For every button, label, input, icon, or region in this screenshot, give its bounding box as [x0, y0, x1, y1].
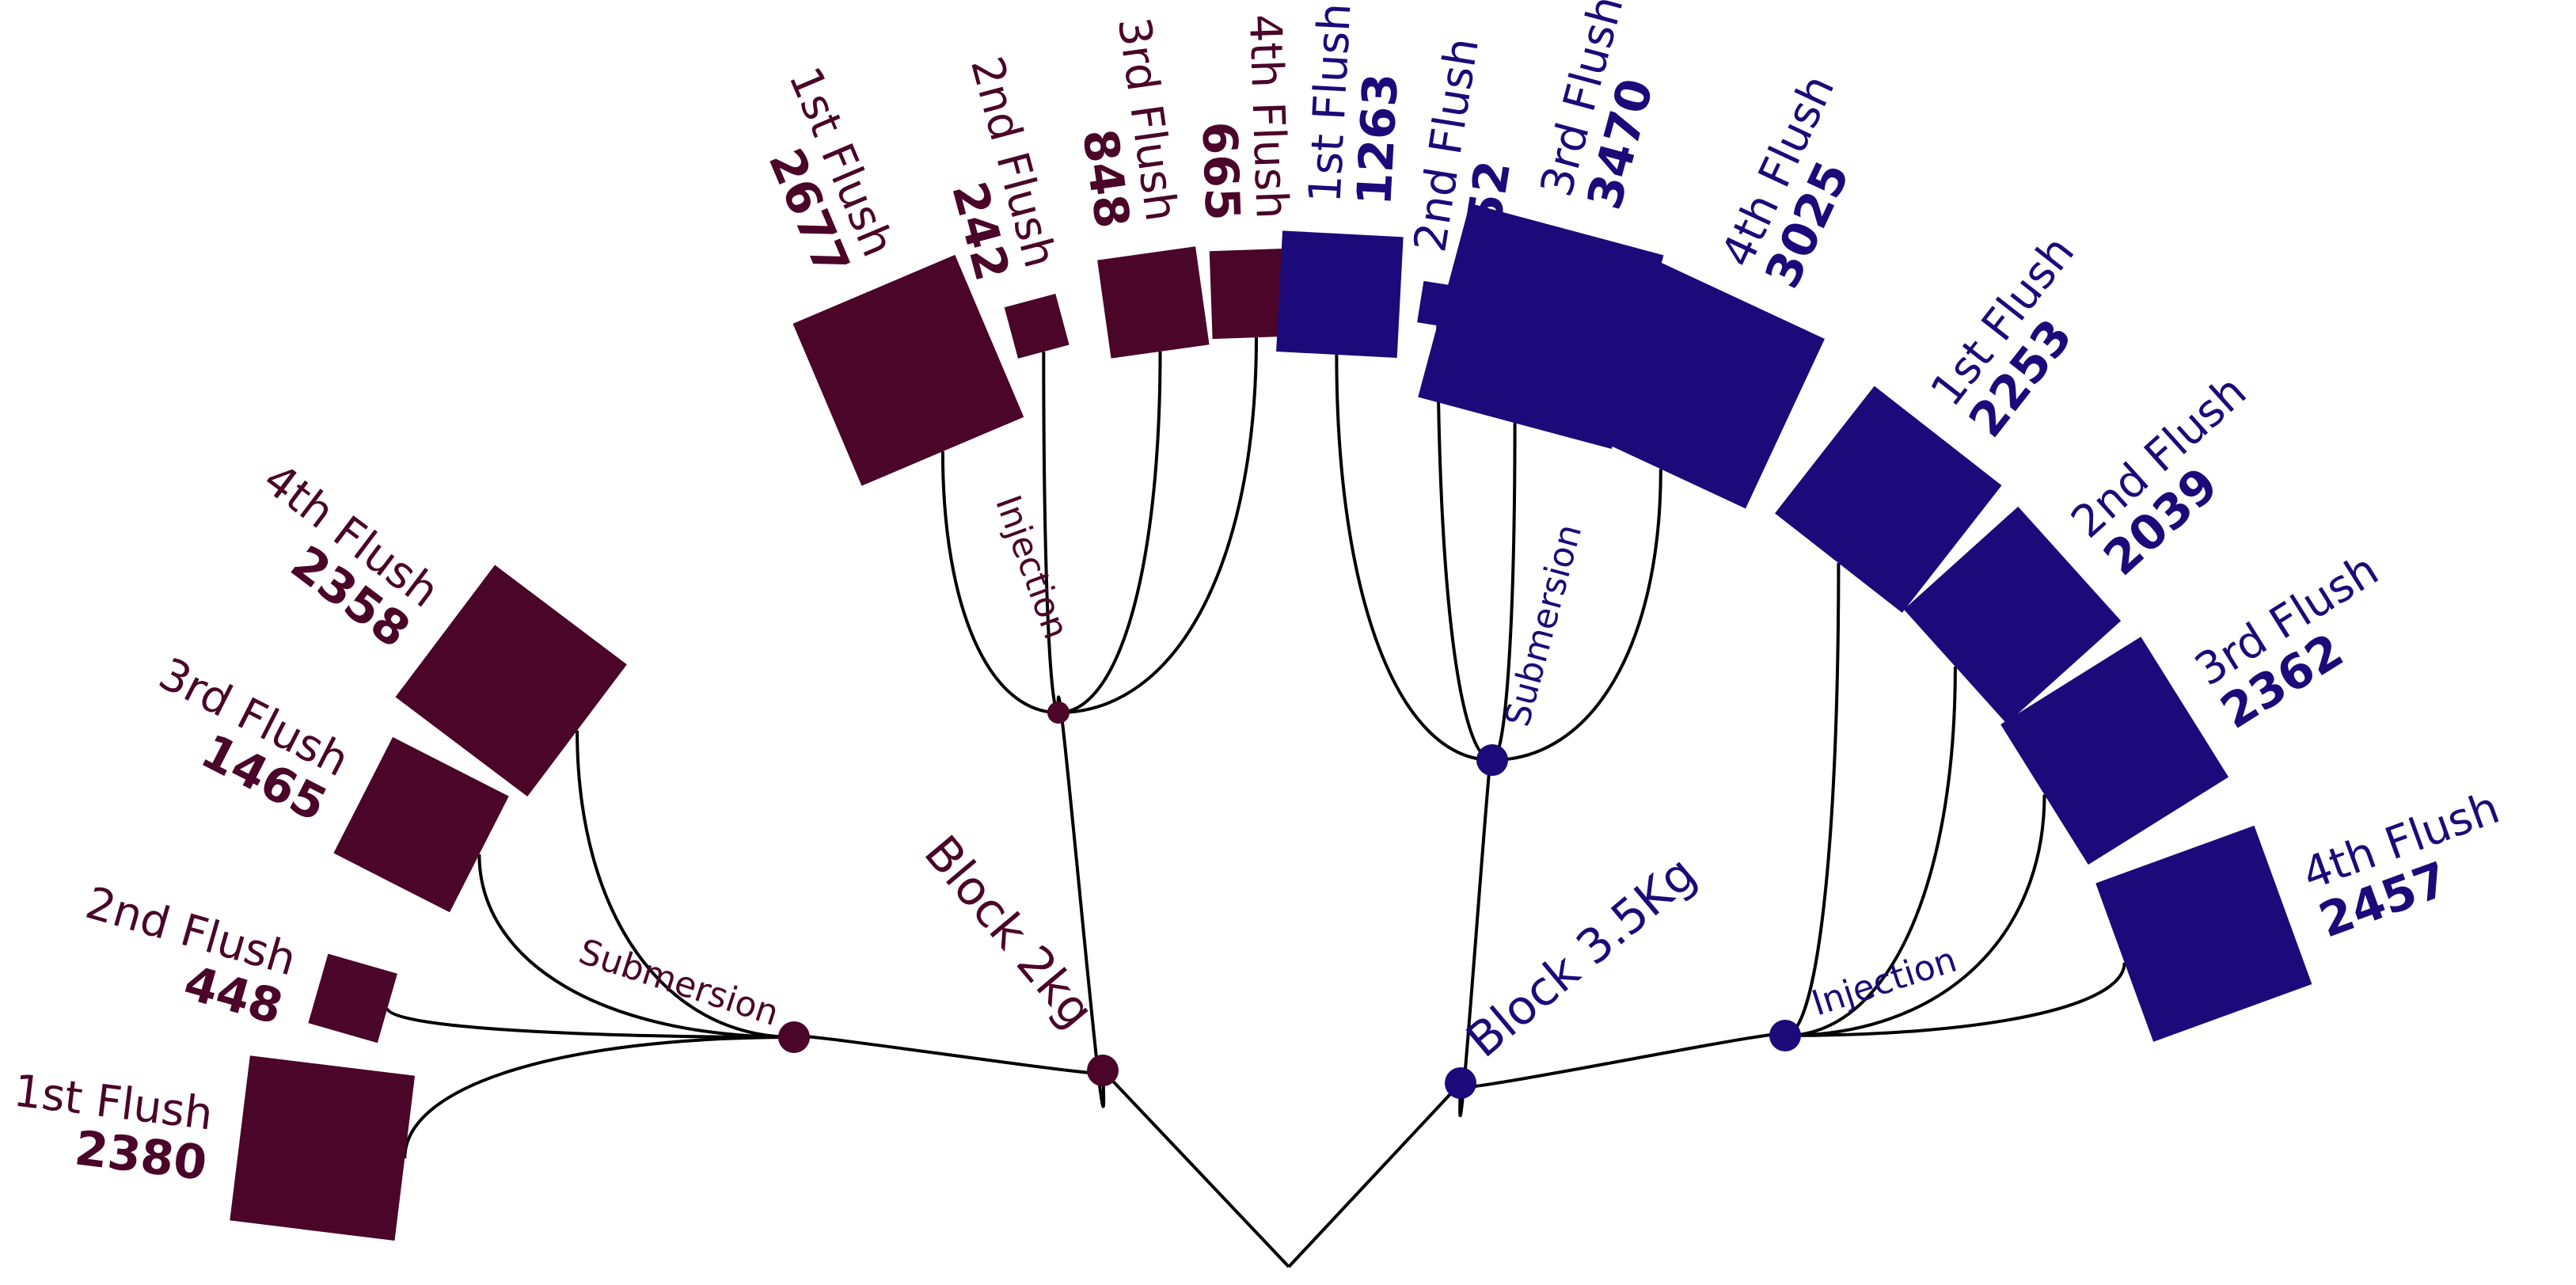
flush-rect	[230, 1055, 416, 1241]
flush-rect	[2095, 825, 2312, 1042]
flush-branch	[940, 451, 1059, 714]
method-label: Injection	[987, 490, 1076, 644]
flush-rect	[395, 565, 627, 796]
flush-rect	[1097, 246, 1210, 359]
method-label: Injection	[1807, 940, 1962, 1025]
root-branch	[1101, 1069, 1290, 1268]
flush-value: 848	[1071, 126, 1140, 232]
flush-branch	[1058, 337, 1259, 714]
method-node	[1476, 744, 1508, 776]
block-name: Block 3.5Kg	[1457, 846, 1707, 1068]
flush-rects	[230, 203, 2312, 1241]
method-branch	[790, 1034, 1111, 1076]
flush-rect	[1775, 386, 2002, 613]
flush-branch	[1491, 469, 1662, 762]
flush-rect	[2000, 637, 2229, 865]
flush-rect	[1276, 230, 1404, 358]
tree-edges	[386, 325, 2126, 1268]
block-label: Block 3.5Kg	[1457, 846, 1707, 1068]
method-node	[1769, 1020, 1801, 1051]
flush-branch	[477, 853, 795, 1039]
method-node	[1047, 701, 1070, 724]
flush-branch	[1042, 352, 1060, 714]
flush-name: 1st Flush	[1299, 2, 1361, 204]
flush-rect	[1209, 248, 1301, 340]
flush-rect	[1575, 260, 1825, 509]
flush-branch	[386, 1007, 795, 1039]
root-branch	[1287, 1082, 1462, 1268]
flush-branch	[1058, 351, 1162, 714]
flush-branch	[1784, 962, 2126, 1037]
flush-value: 665	[1191, 120, 1249, 222]
flush-rect	[1903, 506, 2122, 724]
flush-branch	[1335, 354, 1493, 762]
flush-branch	[1436, 325, 1493, 762]
flush-name: 4th Flush	[1239, 13, 1297, 220]
flush-value: 1263	[1347, 72, 1409, 207]
method-label: Submersion	[574, 932, 784, 1034]
method-branch	[1056, 695, 1106, 1108]
flush-branch	[1784, 563, 1841, 1037]
flush-rect	[1004, 293, 1070, 359]
flush-branch	[1784, 666, 1957, 1037]
flush-rect	[308, 953, 397, 1044]
flush-branch	[1784, 794, 2046, 1037]
flush-branch	[403, 1036, 795, 1158]
tree-nodes	[778, 701, 1801, 1099]
method-node	[778, 1021, 810, 1053]
block-node	[1087, 1055, 1119, 1086]
flush-rect	[333, 736, 509, 913]
flush-branch	[576, 730, 795, 1039]
flush-rect	[792, 254, 1024, 486]
block-node	[1445, 1067, 1476, 1099]
